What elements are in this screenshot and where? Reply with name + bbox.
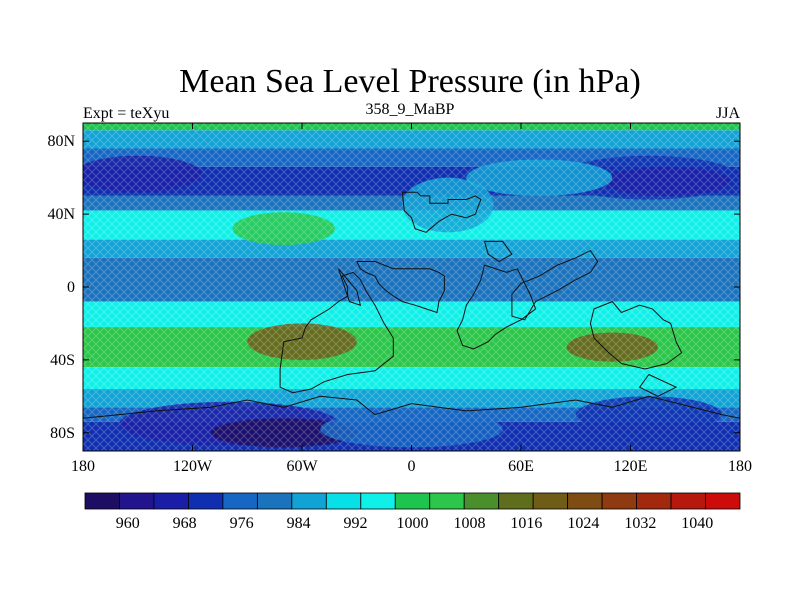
- colorbar-box-2: [153, 492, 189, 510]
- hatch-overlay: [83, 123, 740, 451]
- x-tick-label-3: 0: [408, 458, 416, 475]
- period-label: 358_9_MaBP: [366, 101, 455, 118]
- season-label: JJA: [716, 105, 740, 122]
- colorbar-label-2: 976: [230, 515, 254, 532]
- colorbar-box-6: [291, 492, 327, 510]
- colorbar-label-1: 968: [173, 515, 197, 532]
- y-tick-label-0: 80N: [47, 133, 75, 150]
- coastline-3: [456, 264, 537, 350]
- colorbar-box-12: [498, 492, 534, 510]
- colorbar: 960 968 976 984 992 1000 1008 1016 1024 1032 1040: [84, 492, 741, 532]
- colorbar-label-4: 992: [344, 515, 368, 532]
- plot-area: [83, 123, 740, 451]
- colorbar-box-14: [567, 492, 603, 510]
- x-tick-label-0: 180: [71, 458, 95, 475]
- colorbar-label-6: 1008: [453, 515, 485, 532]
- colorbar-box-13: [532, 492, 569, 510]
- x-tick-label-1: 120W: [173, 458, 213, 475]
- colorbar-box-16: [636, 492, 672, 510]
- coastlines: [83, 191, 740, 451]
- colorbar-label-5: 1000: [397, 515, 429, 532]
- colorbar-box-10: [429, 492, 465, 510]
- colorbar-box-11: [463, 492, 500, 510]
- colorbar-box-18: [705, 492, 741, 510]
- y-tick-label-3: 40S: [50, 352, 75, 369]
- coastline-4: [511, 249, 599, 321]
- experiment-label: Expt = teXyu: [83, 105, 169, 122]
- y-axis: 80N 40N 0 40S 80S: [47, 133, 740, 442]
- colorbar-box-8: [360, 492, 396, 510]
- colorbar-box-1: [119, 492, 155, 510]
- colorbar-box-17: [670, 492, 706, 510]
- colorbar-label-8: 1024: [567, 515, 599, 532]
- coastline-5: [589, 301, 683, 370]
- x-tick-label-6: 180: [728, 458, 752, 475]
- coastline-9: [484, 240, 513, 263]
- colorbar-box-3: [188, 492, 224, 510]
- colorbar-box-0: [84, 492, 120, 510]
- coastline-0: [401, 191, 482, 233]
- x-tick-label-2: 60W: [286, 458, 318, 475]
- x-axis: 180 120W 60W 0 60E 120E 180: [71, 123, 752, 475]
- x-tick-label-5: 120E: [614, 458, 648, 475]
- y-tick-label-2: 0: [67, 279, 75, 296]
- colorbar-box-7: [325, 492, 362, 510]
- y-tick-label-4: 80S: [50, 425, 75, 442]
- colorbar-label-10: 1040: [681, 515, 713, 532]
- colorbar-label-3: 984: [287, 515, 311, 532]
- colorbar-box-15: [601, 492, 637, 510]
- coastline-8: [338, 268, 362, 306]
- x-tick-label-4: 60E: [508, 458, 534, 475]
- colorbar-box-9: [394, 492, 431, 510]
- colorbar-label-9: 1032: [624, 515, 656, 532]
- colorbar-box-4: [222, 492, 258, 510]
- coastline-6: [638, 374, 678, 397]
- colorbar-label-0: 960: [116, 515, 140, 532]
- coastline-1: [356, 261, 445, 314]
- coastline-2: [279, 271, 394, 394]
- colorbar-label-7: 1016: [510, 515, 542, 532]
- colorbar-box-5: [256, 492, 293, 510]
- coastline-7: [83, 395, 740, 451]
- chart-title: Mean Sea Level Pressure (in hPa): [179, 63, 641, 100]
- y-tick-label-1: 40N: [47, 206, 75, 223]
